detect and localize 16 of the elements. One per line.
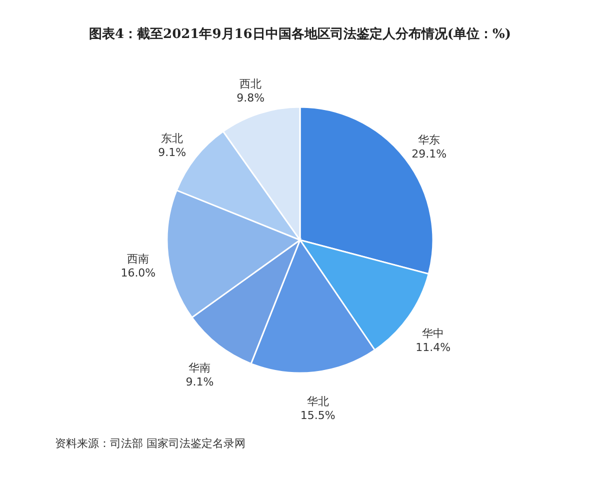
slice-label: 华南 <box>188 361 211 374</box>
data-label: 11.4% <box>416 341 451 354</box>
slice-label: 华北 <box>306 395 329 408</box>
slice-label: 华中 <box>422 327 444 340</box>
slice-label: 西南 <box>127 252 150 266</box>
data-label: 9.1% <box>158 146 186 159</box>
slice-label: 西北 <box>240 78 262 91</box>
data-label: 16.0% <box>120 266 156 280</box>
data-label: 9.1% <box>186 375 214 388</box>
data-label: 29.1% <box>412 148 447 160</box>
data-label: 9.8% <box>236 92 265 105</box>
slice-label: 东北 <box>161 132 184 145</box>
data-label: 15.5% <box>300 409 336 422</box>
chart-title: 图表4：截至2021年9月16日中国各地区司法鉴定人分布情况(单位：%) <box>88 26 512 42</box>
text: 资料来源：司法部 国家司法鉴定名录网 <box>55 436 246 451</box>
slice-label: 华东 <box>418 134 440 146</box>
